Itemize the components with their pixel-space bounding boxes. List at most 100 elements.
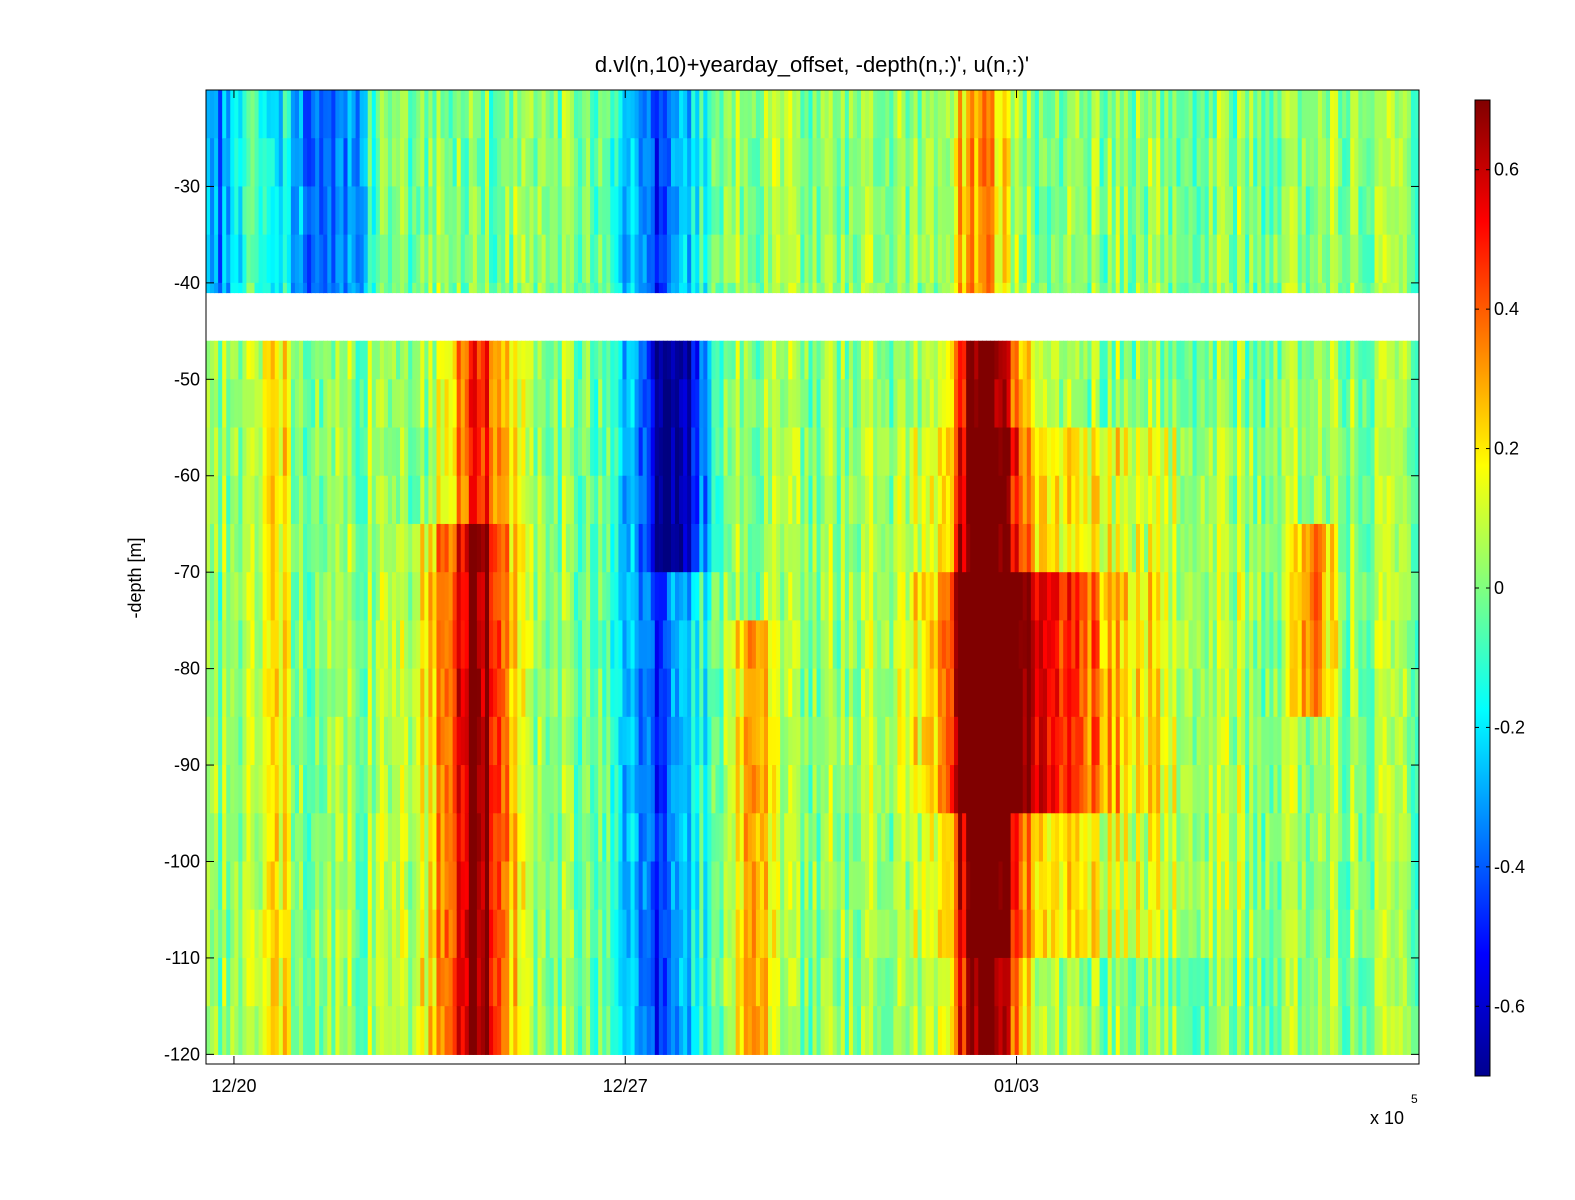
heatmap-cell (1042, 186, 1048, 236)
heatmap-cell (1123, 668, 1129, 718)
heatmap-cell (428, 572, 434, 621)
heatmap-cell (804, 90, 810, 139)
heatmap-cell (456, 282, 462, 294)
heatmap-cell (412, 813, 417, 863)
heatmap-cell (1115, 427, 1121, 477)
heatmap-cell (913, 765, 919, 814)
heatmap-cell (679, 1006, 684, 1055)
heatmap-cell (909, 282, 915, 294)
heatmap-cell (242, 909, 248, 959)
heatmap-cell (210, 427, 215, 477)
heatmap-cell (363, 765, 369, 814)
heatmap-cell (905, 620, 911, 670)
heatmap-cell (513, 620, 518, 670)
heatmap-cell (1063, 234, 1068, 284)
heatmap-cell (796, 186, 801, 236)
heatmap-cell (998, 282, 1004, 294)
heatmap-cell (743, 282, 749, 294)
heatmap-cell (877, 186, 882, 236)
heatmap-cell (561, 620, 567, 670)
heatmap-cell (719, 427, 725, 477)
heatmap-cell (1184, 90, 1190, 139)
heatmap-cell (804, 765, 810, 814)
heatmap-cell (731, 234, 737, 284)
heatmap-cell (856, 1006, 862, 1055)
heatmap-cell (727, 340, 733, 380)
heatmap-cell (335, 475, 341, 525)
heatmap-cell (679, 475, 684, 525)
heatmap-cell (501, 475, 506, 525)
heatmap-cell (1180, 379, 1186, 429)
heatmap-cell (1071, 716, 1076, 766)
heatmap-cell (1038, 282, 1044, 294)
heatmap-cell (311, 957, 316, 1007)
heatmap-cell (675, 1006, 680, 1055)
heatmap-cell (1168, 234, 1173, 284)
heatmap-cell (590, 765, 595, 814)
heatmap-cell (1030, 957, 1036, 1007)
heatmap-cell (1042, 1006, 1048, 1055)
heatmap-cell (456, 572, 462, 621)
heatmap-cell (662, 1006, 668, 1055)
heatmap-cell (416, 716, 421, 766)
heatmap-cell (286, 572, 292, 621)
heatmap-cell (763, 957, 769, 1007)
heatmap-cell (792, 186, 797, 236)
heatmap-cell (452, 379, 458, 429)
heatmap-cell (763, 475, 769, 525)
heatmap-cell (428, 909, 434, 959)
heatmap-cell (234, 668, 239, 718)
heatmap-cell (861, 475, 866, 525)
heatmap-cell (1188, 340, 1194, 380)
heatmap-cell (598, 765, 603, 814)
heatmap-cell (226, 90, 231, 139)
heatmap-cell (412, 234, 417, 284)
heatmap-cell (339, 813, 345, 863)
heatmap-cell (1067, 1006, 1072, 1055)
heatmap-cell (1208, 523, 1214, 573)
heatmap-cell (476, 765, 482, 814)
heatmap-cell (327, 765, 332, 814)
heatmap-cell (1034, 427, 1040, 477)
heatmap-cell (480, 620, 486, 670)
heatmap-cell (954, 909, 959, 959)
heatmap-cell (266, 668, 272, 718)
heatmap-cell (307, 909, 312, 959)
heatmap-cell (573, 620, 579, 670)
heatmap-cell (776, 186, 781, 236)
heatmap-cell (1075, 572, 1080, 621)
heatmap-cell (448, 475, 454, 525)
heatmap-cell (428, 765, 434, 814)
heatmap-cell (949, 379, 955, 429)
heatmap-cell (561, 90, 567, 139)
heatmap-cell (355, 379, 361, 429)
heatmap-cell (937, 620, 943, 670)
heatmap-cell (602, 90, 607, 139)
heatmap-cell (351, 1006, 357, 1055)
heatmap-cell (788, 620, 793, 670)
heatmap-cell (505, 957, 510, 1007)
heatmap-cell (278, 138, 284, 188)
heatmap-cell (852, 427, 858, 477)
heatmap-cell (529, 138, 535, 188)
heatmap-cell (1067, 475, 1072, 525)
heatmap-cell (1180, 909, 1186, 959)
heatmap-cell (1144, 1006, 1149, 1055)
heatmap-cell (727, 1006, 733, 1055)
heatmap-cell (412, 957, 417, 1007)
heatmap-cell (792, 716, 797, 766)
heatmap-cell (1010, 716, 1016, 766)
heatmap-cell (412, 523, 417, 573)
heatmap-cell (464, 909, 470, 959)
heatmap-cell (844, 813, 850, 863)
heatmap-cell (549, 957, 555, 1007)
heatmap-cell (214, 1006, 219, 1055)
heatmap-cell (1030, 379, 1036, 429)
heatmap-cell (1148, 282, 1153, 294)
heatmap-cell (759, 475, 765, 525)
heatmap-cell (1071, 186, 1076, 236)
heatmap-cell (1204, 234, 1210, 284)
heatmap-cell (1115, 957, 1121, 1007)
heatmap-cell (1212, 813, 1218, 863)
heatmap-cell (1144, 138, 1149, 188)
